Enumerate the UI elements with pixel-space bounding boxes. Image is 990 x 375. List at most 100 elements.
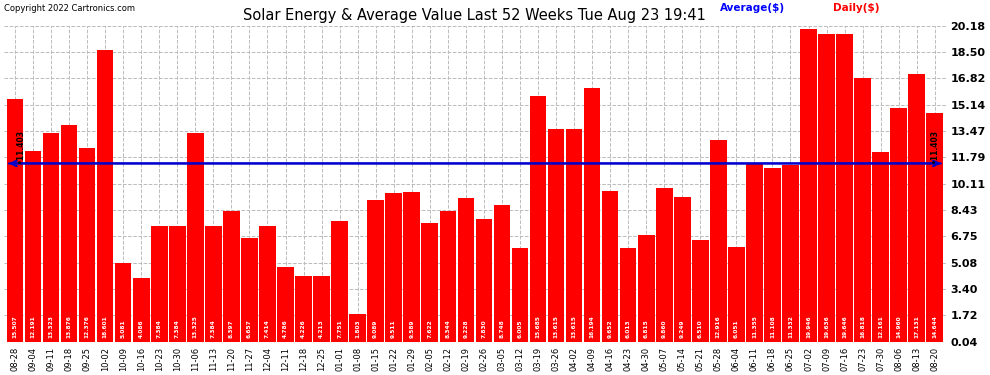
Title: Solar Energy & Average Value Last 52 Weeks Tue Aug 23 19:41: Solar Energy & Average Value Last 52 Wee… [244, 8, 706, 23]
Text: Average($): Average($) [720, 3, 785, 13]
Text: 5.081: 5.081 [121, 320, 126, 338]
Bar [800, 29, 817, 342]
Bar [205, 226, 222, 342]
Bar [7, 99, 24, 342]
Bar [133, 278, 149, 342]
Bar [259, 226, 276, 342]
Text: 15.507: 15.507 [13, 316, 18, 338]
Bar [43, 133, 59, 342]
Bar [837, 34, 853, 342]
Bar [367, 200, 384, 342]
Text: 19.646: 19.646 [842, 316, 847, 338]
Text: 8.748: 8.748 [499, 320, 505, 338]
Text: 9.860: 9.860 [661, 320, 666, 338]
Bar [313, 276, 330, 342]
Bar [565, 129, 582, 342]
Bar [223, 211, 240, 342]
Text: 11.355: 11.355 [752, 315, 757, 338]
Text: 9.249: 9.249 [680, 320, 685, 338]
Text: 7.751: 7.751 [338, 320, 343, 338]
Bar [819, 34, 835, 342]
Bar [187, 133, 204, 342]
Text: 9.511: 9.511 [391, 320, 396, 338]
Text: 13.615: 13.615 [553, 315, 558, 338]
Bar [422, 223, 439, 342]
Bar [656, 188, 672, 342]
Bar [457, 198, 474, 342]
Bar [890, 108, 907, 342]
Bar [710, 140, 727, 342]
Bar [242, 238, 257, 342]
Bar [332, 221, 347, 342]
Text: 16.194: 16.194 [590, 316, 595, 338]
Bar [150, 226, 167, 342]
Bar [746, 164, 762, 342]
Bar [79, 148, 95, 342]
Bar [512, 248, 529, 342]
Text: 14.960: 14.960 [896, 316, 901, 338]
Text: 4.213: 4.213 [319, 320, 324, 338]
Bar [674, 197, 691, 342]
Bar [349, 314, 366, 342]
Text: 9.228: 9.228 [463, 320, 468, 338]
Bar [530, 96, 546, 342]
Bar [475, 219, 492, 342]
Text: 15.685: 15.685 [536, 315, 541, 338]
Bar [494, 205, 510, 342]
Bar [854, 78, 871, 342]
Text: 6.657: 6.657 [247, 320, 251, 338]
Text: •11.403: •11.403 [931, 129, 940, 163]
Bar [60, 124, 77, 342]
Text: 6.013: 6.013 [626, 320, 631, 338]
Text: 4.086: 4.086 [139, 320, 144, 338]
Text: 7.384: 7.384 [175, 320, 180, 338]
Text: 19.946: 19.946 [806, 316, 811, 338]
Bar [404, 192, 420, 342]
Bar [277, 267, 294, 342]
Text: 7.622: 7.622 [428, 320, 433, 338]
Text: 11.332: 11.332 [788, 315, 793, 338]
Bar [295, 276, 312, 342]
Bar [385, 193, 402, 342]
Bar [782, 165, 799, 342]
Bar [692, 240, 709, 342]
Text: 8.397: 8.397 [229, 320, 234, 338]
Bar [584, 88, 600, 342]
Text: 19.636: 19.636 [824, 316, 829, 338]
Text: 11.108: 11.108 [770, 316, 775, 338]
Text: 4.226: 4.226 [301, 320, 306, 338]
Text: 9.089: 9.089 [373, 320, 378, 338]
Text: 4.786: 4.786 [283, 320, 288, 338]
Text: 6.051: 6.051 [734, 320, 739, 338]
Text: 13.323: 13.323 [49, 315, 53, 338]
Bar [620, 248, 637, 342]
Text: 12.191: 12.191 [31, 316, 36, 338]
Text: 13.615: 13.615 [571, 315, 576, 338]
Text: 12.376: 12.376 [84, 315, 90, 338]
Text: 16.818: 16.818 [860, 315, 865, 338]
Text: 7.384: 7.384 [211, 320, 216, 338]
Text: 13.876: 13.876 [66, 315, 71, 338]
Text: 9.589: 9.589 [409, 320, 414, 338]
Text: 7.384: 7.384 [156, 320, 161, 338]
Text: 13.325: 13.325 [193, 315, 198, 338]
Bar [728, 248, 744, 342]
Bar [638, 236, 654, 342]
Bar [547, 129, 564, 342]
Text: 12.916: 12.916 [716, 316, 721, 338]
Text: 8.344: 8.344 [446, 320, 450, 338]
Bar [927, 112, 943, 342]
Text: 18.601: 18.601 [103, 316, 108, 338]
Text: Copyright 2022 Cartronics.com: Copyright 2022 Cartronics.com [4, 4, 136, 13]
Text: 7.830: 7.830 [481, 320, 486, 338]
Text: 14.644: 14.644 [933, 315, 938, 338]
Bar [872, 152, 889, 342]
Bar [764, 168, 781, 342]
Bar [25, 151, 42, 342]
Text: 9.652: 9.652 [608, 320, 613, 338]
Bar [602, 191, 619, 342]
Bar [115, 262, 132, 342]
Bar [440, 211, 456, 342]
Bar [909, 74, 925, 342]
Bar [169, 226, 185, 342]
